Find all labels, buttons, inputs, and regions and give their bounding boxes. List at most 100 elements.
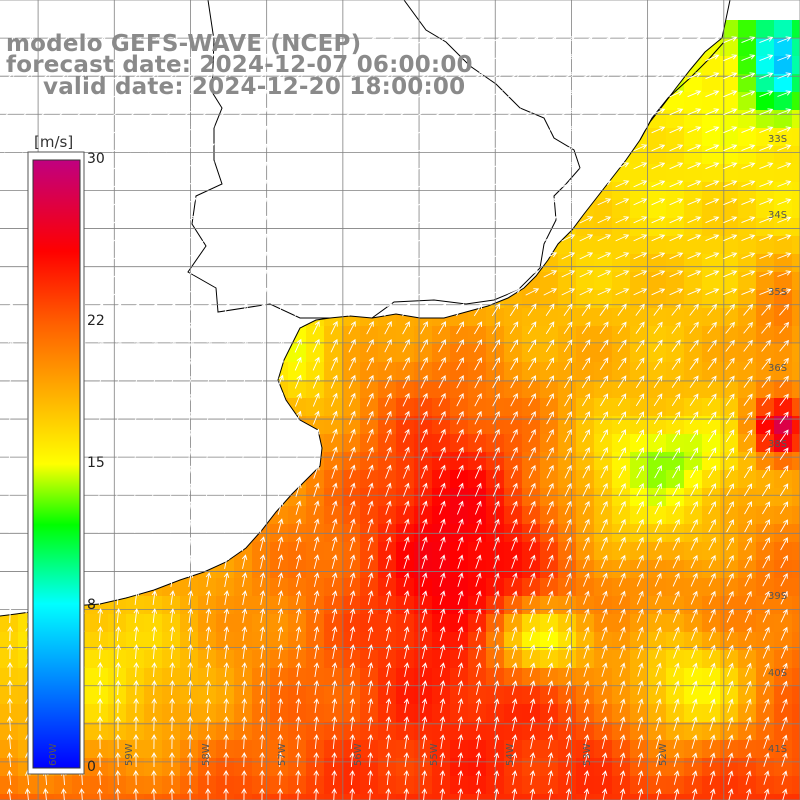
- wind-arrow: [327, 126, 341, 134]
- wind-arrow: [384, 446, 392, 461]
- wind-cell: [360, 668, 379, 687]
- coastline-estuary: [371, 0, 581, 319]
- wind-arrow: [183, 287, 197, 297]
- wind-arrow: [223, 446, 230, 461]
- wind-cell: [108, 632, 127, 651]
- wind-arrow: [76, 89, 89, 99]
- wind-arrow: [94, 215, 107, 225]
- wind-arrow: [201, 143, 215, 153]
- wind-arrow: [635, 303, 645, 316]
- wind-arrow: [97, 536, 104, 551]
- wind-arrow: [420, 374, 428, 389]
- wind-arrow: [273, 233, 287, 242]
- wind-arrow: [707, 411, 717, 425]
- wind-cell: [180, 740, 199, 759]
- wind-arrow: [545, 321, 555, 335]
- wind-cell: [702, 542, 721, 561]
- wind-cell: [144, 758, 163, 777]
- wind-arrow: [223, 554, 230, 569]
- wind-arrow: [115, 392, 122, 407]
- wind-arrow: [204, 320, 212, 335]
- wind-arrow: [707, 375, 717, 388]
- wind-arrow: [183, 269, 197, 279]
- wind-cell: [720, 488, 739, 507]
- wind-arrow: [345, 90, 359, 98]
- wind-arrow: [636, 411, 645, 425]
- wind-arrow: [384, 303, 392, 317]
- wind-arrow: [669, 144, 684, 152]
- wind-cell: [90, 686, 109, 705]
- wind-arrow: [115, 374, 122, 389]
- wind-arrow: [255, 143, 269, 153]
- wind-cell: [540, 398, 559, 417]
- wind-cell: [666, 632, 685, 651]
- wind-cell: [558, 614, 577, 633]
- wind-cell: [342, 470, 361, 489]
- wind-arrow: [723, 288, 738, 296]
- wind-arrow: [331, 500, 338, 515]
- wind-arrow: [507, 144, 522, 152]
- wind-arrow: [653, 303, 663, 316]
- wind-arrow: [255, 287, 269, 297]
- wind-arrow: [345, 270, 359, 278]
- wind-arrow: [187, 446, 194, 461]
- longitude-label: 57W: [276, 743, 288, 766]
- wind-arrow: [349, 500, 356, 515]
- wind-arrow: [761, 303, 772, 316]
- wind-arrow: [417, 234, 432, 242]
- wind-cell: [774, 362, 793, 381]
- wind-cell: [540, 776, 559, 795]
- wind-cell: [774, 290, 793, 309]
- wind-arrow: [237, 143, 251, 153]
- wind-cell: [288, 614, 307, 633]
- wind-arrow: [295, 536, 302, 551]
- wind-cell: [594, 776, 613, 795]
- wind-arrow: [525, 36, 540, 44]
- wind-arrow: [147, 35, 161, 45]
- wind-arrow: [600, 446, 608, 461]
- wind-arrow: [237, 233, 251, 243]
- wind-arrow: [331, 482, 338, 497]
- wind-cell: [396, 416, 415, 435]
- wind-cell: [414, 452, 433, 471]
- wind-arrow: [345, 126, 359, 134]
- wind-cell: [360, 560, 379, 579]
- wind-cell: [324, 632, 343, 651]
- wind-arrow: [707, 429, 717, 443]
- wind-arrow: [309, 269, 323, 278]
- wind-arrow: [633, 126, 648, 134]
- coastline-interior: [187, 0, 330, 319]
- wind-cell: [234, 578, 253, 597]
- wind-arrow: [22, 35, 35, 45]
- wind-cell: [342, 452, 361, 471]
- wind-cell: [630, 488, 649, 507]
- wind-cell: [432, 434, 451, 453]
- wind-arrow: [165, 251, 179, 261]
- wind-arrow: [633, 234, 648, 242]
- wind-arrow: [76, 125, 89, 135]
- wind-arrow: [581, 303, 591, 316]
- wind-arrow: [7, 410, 14, 425]
- wind-arrow: [223, 536, 230, 551]
- wind-arrow: [385, 464, 392, 479]
- wind-cell: [630, 776, 649, 795]
- wind-arrow: [743, 465, 753, 479]
- wind-cell: [396, 542, 415, 561]
- wind-arrow: [435, 198, 450, 206]
- wind-arrow: [618, 536, 626, 551]
- wind-arrow: [633, 198, 648, 206]
- wind-cell: [378, 650, 397, 669]
- wind-arrow: [561, 216, 576, 224]
- wind-cell: [774, 254, 793, 273]
- wind-cell: [360, 542, 379, 561]
- colorbar-tick-label: 30: [87, 151, 105, 167]
- wind-cell: [378, 488, 397, 507]
- wind-cell: [630, 758, 649, 777]
- wind-arrow: [561, 90, 576, 98]
- wind-arrow: [529, 554, 536, 569]
- wind-arrow: [273, 287, 287, 296]
- wind-arrow: [348, 428, 356, 443]
- wind-arrow: [546, 482, 554, 497]
- wind-cell: [594, 686, 613, 705]
- wind-cell: [324, 470, 343, 489]
